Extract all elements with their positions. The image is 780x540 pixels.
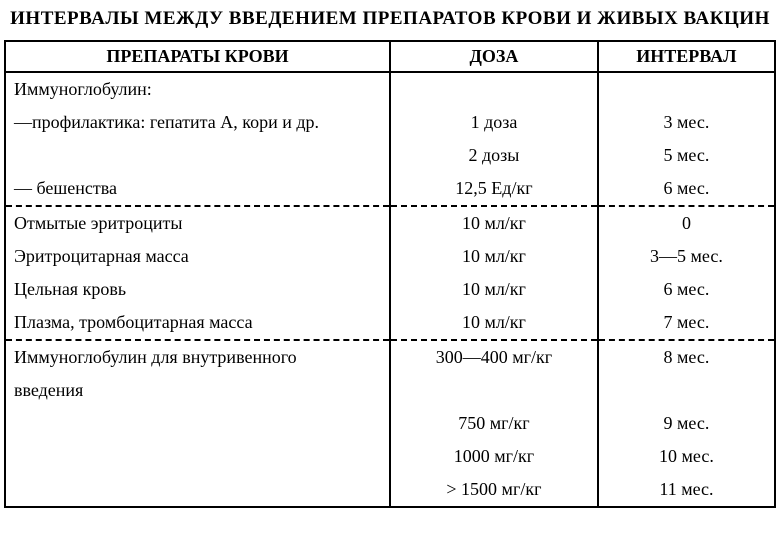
- cell-dose: 10 мл/кг: [390, 207, 598, 240]
- table-row: Отмытые эритроциты 10 мл/кг 0: [5, 207, 775, 240]
- cell-prep: [5, 473, 390, 507]
- col-header-prep: ПРЕПАРАТЫ КРОВИ: [5, 41, 390, 72]
- cell-prep: Иммуноглобулин:: [5, 72, 390, 106]
- cell-prep: Отмытые эритроциты: [5, 207, 390, 240]
- cell-prep: Плазма, тромбоцитарная масса: [5, 306, 390, 340]
- cell-interval: 8 мес.: [598, 341, 775, 374]
- table-row: Иммуноглобулин для внутривенного 300—400…: [5, 341, 775, 374]
- cell-prep: Эритроцитарная масса: [5, 240, 390, 273]
- table-row: Цельная кровь 10 мл/кг 6 мес.: [5, 273, 775, 306]
- cell-prep: [5, 407, 390, 440]
- cell-prep: — бешенства: [5, 172, 390, 206]
- table-body: Иммуноглобулин: —профилактика: гепатита …: [5, 72, 775, 508]
- table-row: Плазма, тромбоцитарная масса 10 мл/кг 7 …: [5, 306, 775, 340]
- table-row: 2 дозы 5 мес.: [5, 139, 775, 172]
- cell-dose: 12,5 Ед/кг: [390, 172, 598, 206]
- cell-dose: 10 мл/кг: [390, 240, 598, 273]
- table-row: Эритроцитарная масса 10 мл/кг 3—5 мес.: [5, 240, 775, 273]
- table-row: Иммуноглобулин:: [5, 72, 775, 106]
- cell-dose: 10 мл/кг: [390, 306, 598, 340]
- cell-interval: 0: [598, 207, 775, 240]
- cell-prep: Иммуноглобулин для внутривенного: [5, 341, 390, 374]
- col-header-interval: ИНТЕРВАЛ: [598, 41, 775, 72]
- cell-dose: 1 доза: [390, 106, 598, 139]
- cell-interval: 5 мес.: [598, 139, 775, 172]
- cell-prep: введения: [5, 374, 390, 407]
- intervals-table: ПРЕПАРАТЫ КРОВИ ДОЗА ИНТЕРВАЛ Иммуноглоб…: [4, 40, 776, 508]
- cell-dose: > 1500 мг/кг: [390, 473, 598, 507]
- cell-prep: —профилактика: гепатита А, кори и др.: [5, 106, 390, 139]
- page-title: ИНТЕРВАЛЫ МЕЖДУ ВВЕДЕНИЕМ ПРЕПАРАТОВ КРО…: [4, 8, 776, 30]
- table-row: > 1500 мг/кг 11 мес.: [5, 473, 775, 507]
- table-row: 1000 мг/кг 10 мес.: [5, 440, 775, 473]
- cell-prep: Цельная кровь: [5, 273, 390, 306]
- cell-interval: 9 мес.: [598, 407, 775, 440]
- cell-dose: 1000 мг/кг: [390, 440, 598, 473]
- table-header-row: ПРЕПАРАТЫ КРОВИ ДОЗА ИНТЕРВАЛ: [5, 41, 775, 72]
- cell-interval: 3 мес.: [598, 106, 775, 139]
- cell-dose: 2 дозы: [390, 139, 598, 172]
- cell-interval: [598, 374, 775, 407]
- cell-interval: 6 мес.: [598, 172, 775, 206]
- table-row: — бешенства 12,5 Ед/кг 6 мес.: [5, 172, 775, 206]
- col-header-dose: ДОЗА: [390, 41, 598, 72]
- cell-interval: 7 мес.: [598, 306, 775, 340]
- cell-dose: [390, 72, 598, 106]
- cell-dose: 750 мг/кг: [390, 407, 598, 440]
- table-row: введения: [5, 374, 775, 407]
- cell-interval: [598, 72, 775, 106]
- cell-interval: 10 мес.: [598, 440, 775, 473]
- table-bottom-border: [5, 507, 775, 508]
- cell-prep: [5, 440, 390, 473]
- table-row: 750 мг/кг 9 мес.: [5, 407, 775, 440]
- cell-interval: 11 мес.: [598, 473, 775, 507]
- table-row: —профилактика: гепатита А, кори и др. 1 …: [5, 106, 775, 139]
- cell-dose: 10 мл/кг: [390, 273, 598, 306]
- cell-interval: 3—5 мес.: [598, 240, 775, 273]
- cell-prep: [5, 139, 390, 172]
- cell-interval: 6 мес.: [598, 273, 775, 306]
- cell-dose: [390, 374, 598, 407]
- cell-dose: 300—400 мг/кг: [390, 341, 598, 374]
